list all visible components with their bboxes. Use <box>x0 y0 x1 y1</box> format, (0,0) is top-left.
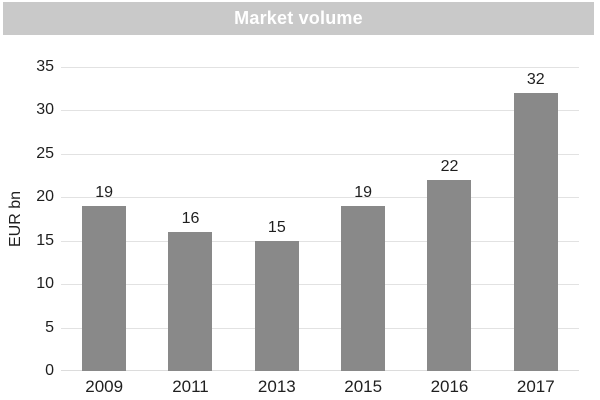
bar-series: 19 16 15 19 22 32 <box>61 67 579 371</box>
x-tick-label: 2013 <box>257 377 296 396</box>
gridline <box>61 240 579 242</box>
y-tick-label: 30 <box>36 101 54 119</box>
plot-area: 19 16 15 19 22 32 <box>61 67 579 371</box>
bar-value-label: 16 <box>181 210 200 228</box>
x-axis-line <box>61 370 579 371</box>
bar-slot: 15 <box>234 67 320 371</box>
bar <box>82 205 127 371</box>
y-tick-label: 5 <box>45 318 54 336</box>
bar <box>168 232 213 371</box>
bar-value-label: 32 <box>526 71 545 89</box>
x-tick-label: 2015 <box>344 377 383 396</box>
gridline <box>61 110 579 112</box>
gridline <box>61 284 579 286</box>
y-tick-label: 20 <box>36 188 54 206</box>
bar-slot: 19 <box>61 67 147 371</box>
bar-slot: 16 <box>147 67 233 371</box>
y-tick-label: 25 <box>36 144 54 162</box>
y-axis-ticks: 0 5 10 15 20 25 30 35 <box>0 58 54 379</box>
y-tick-label: 35 <box>36 58 54 75</box>
bar-value-label: 19 <box>354 183 373 201</box>
bar-value-label: 19 <box>95 183 114 201</box>
gridline <box>61 67 579 68</box>
x-tick-label: 2017 <box>516 377 555 396</box>
chart-title: Market volume <box>234 8 363 28</box>
bar-value-label: 15 <box>267 218 286 236</box>
bar-slot: 22 <box>406 67 492 371</box>
gridline <box>61 153 579 155</box>
bar <box>341 205 386 371</box>
gridline <box>61 197 579 199</box>
bar-slot: 19 <box>320 67 406 371</box>
x-tick-label: 2011 <box>172 377 209 396</box>
bar-slot: 32 <box>493 67 579 371</box>
bar <box>513 93 558 371</box>
x-axis-labels: 2009 2011 2013 2015 2016 2017 <box>61 377 579 397</box>
x-tick-label: 2009 <box>85 377 124 396</box>
y-tick-label: 10 <box>36 275 54 293</box>
y-tick-label: 0 <box>45 362 54 379</box>
y-tick-label: 15 <box>36 231 54 249</box>
bar-value-label: 22 <box>440 157 459 175</box>
x-tick-label: 2016 <box>430 377 469 396</box>
chart-title-bar: Market volume <box>3 2 594 35</box>
bar <box>254 240 299 371</box>
gridline <box>61 327 579 329</box>
bar <box>427 179 472 371</box>
